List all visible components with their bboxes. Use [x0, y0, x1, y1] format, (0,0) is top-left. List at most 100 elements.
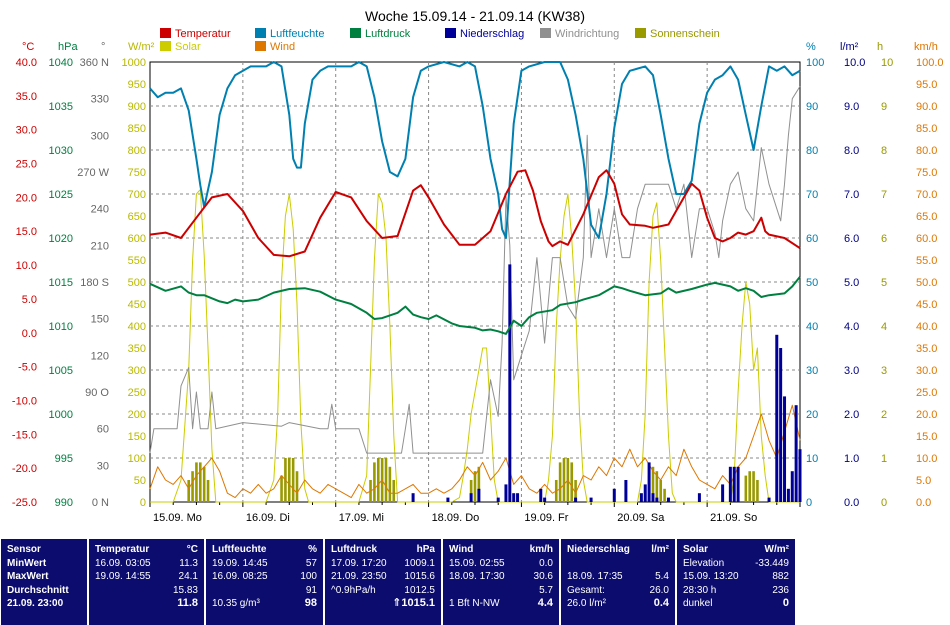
stats-column-rain: Niederschlag l/m² 18.09. 17:35 5.4 Gesamt: 26…: [561, 539, 675, 625]
bar-niederschlag: [624, 480, 628, 502]
axis-tick-label: 25.0: [16, 159, 37, 171]
axis-tick-label: 0: [881, 497, 887, 509]
stats-cell-left: Gesamt:: [567, 584, 605, 596]
axis-tick-label: 100.0: [916, 57, 944, 69]
axis-unit-label: °C: [22, 41, 34, 53]
stats-column-wind: Wind km/h 15.09. 02:55 0.0 18.09. 17:30 30.6 5…: [443, 539, 559, 625]
bar-niederschlag: [728, 466, 732, 502]
bar-sonnenschein: [558, 462, 562, 502]
stats-cell-left: Luftfeuchte: [212, 544, 267, 555]
bar-niederschlag: [666, 497, 670, 502]
legend-swatch: [635, 28, 646, 38]
stats-column-press: Luftdruck hPa 17.09. 17:20 1009.1 21.09. 23:…: [325, 539, 441, 625]
axis-tick-label: 20.0: [916, 409, 937, 421]
bar-sonnenschein: [198, 462, 202, 502]
axis-tick-label: 7.0: [844, 189, 859, 201]
stats-row: 91: [212, 584, 317, 598]
bar-sonnenschein: [752, 471, 755, 502]
legend-label: Wind: [270, 41, 295, 53]
stats-cell-left: Wind: [449, 544, 474, 555]
stats-cell-left: 16.09. 03:05: [95, 557, 151, 569]
stats-cell-left: 18.09. 17:30: [449, 571, 505, 582]
bar-sonnenschein: [295, 471, 299, 502]
line-solar: [150, 189, 800, 503]
axis-tick-label: 0 N: [92, 497, 109, 509]
axis-tick-label: 1000: [122, 57, 146, 69]
axis-tick-label: 0: [140, 497, 146, 509]
stats-cell-right: 15.83: [172, 584, 198, 596]
axis-tick-label: 30: [806, 365, 818, 377]
axis-tick-label: 90: [806, 101, 818, 113]
stats-table: Sensor MinWert MaxWert Durchschnitt 21.09. 2…: [0, 539, 950, 625]
axis-tick-label: 800: [128, 145, 146, 157]
stats-cell-right: 0.4: [653, 597, 669, 609]
weather-chart: Woche 15.09.14 - 21.09.14 (KW38) Tempera…: [12, 8, 944, 524]
bar-niederschlag: [775, 334, 779, 502]
bar-niederschlag: [539, 488, 543, 502]
bar-sonnenschein: [748, 471, 752, 502]
x-axis-day-label: 16.09. Di: [246, 512, 290, 524]
axis-tick-label: 7: [881, 189, 887, 201]
axis-tick-label: 350: [128, 343, 146, 355]
bar-sonnenschein: [659, 480, 663, 502]
axis-tick-label: 6: [881, 233, 887, 245]
stats-row: 19.09. 14:55 24.1: [95, 570, 198, 584]
stats-cell-right: 1009.1: [404, 557, 435, 569]
bar-sonnenschein: [473, 471, 477, 502]
stats-cell-left: 26.0 l/m²: [567, 598, 606, 609]
series-temperatur: [149, 169, 801, 258]
axis-tick-label: 9.0: [844, 101, 859, 113]
stats-column-solar: Solar W/m² Elevation -33.449 15.09. 13:20 882…: [677, 539, 795, 625]
stats-row: dunkel 0: [683, 597, 789, 611]
stats-row: 21.09. 23:00: [7, 597, 81, 611]
stats-cell-left: 21.09. 23:50: [331, 571, 387, 582]
series-layer: [149, 61, 802, 503]
stats-cell-right: 236: [772, 584, 789, 596]
axis-tick-label: 995: [55, 453, 73, 465]
stats-cell-left: Sensor: [7, 544, 41, 555]
axis-tick-label: 150: [91, 314, 109, 326]
bar-niederschlag: [647, 462, 651, 502]
bar-sonnenschein: [202, 466, 206, 502]
axis-tick-label: 10: [881, 57, 893, 69]
axis-tick-label: 50: [134, 475, 146, 487]
axis-tick-label: 5.0: [844, 277, 859, 289]
axis-tick-label: 400: [128, 321, 146, 333]
line-luftdruck: [149, 276, 801, 335]
axis-tick-label: 750: [128, 167, 146, 179]
axis-tick-label: 40: [806, 321, 818, 333]
bar-sonnenschein: [469, 480, 473, 502]
bar-niederschlag: [651, 493, 655, 502]
stats-cell-left: Niederschlag: [567, 544, 630, 555]
axis-tick-label: 4: [881, 321, 887, 333]
x-axis-day-label: 17.09. Mi: [339, 512, 384, 524]
stats-cell-right: 0.0: [539, 557, 553, 569]
stats-row: 11.8: [95, 597, 198, 611]
bar-niederschlag: [697, 493, 701, 502]
axis-unit-label: l/m²: [840, 41, 859, 53]
axis-tick-label: -15.0: [12, 429, 37, 441]
stats-row: 5.7: [449, 584, 553, 598]
series-solar: [150, 189, 800, 503]
axis-unit-label: %: [806, 41, 816, 53]
bar-niederschlag: [779, 348, 783, 502]
stats-cell-right: 26.0: [649, 584, 669, 596]
bar-niederschlag: [574, 497, 578, 502]
axis-tick-label: 15.0: [916, 431, 937, 443]
axis-tick-label: 0.0: [22, 328, 37, 340]
axis-tick-label: 8: [881, 145, 887, 157]
axis-tick-label: 950: [128, 79, 146, 91]
stats-cell-left: Durchschnitt: [7, 584, 69, 596]
axis-tick-label: 3.0: [844, 365, 859, 377]
bar-sonnenschein: [195, 462, 198, 502]
legend-swatch: [255, 41, 266, 51]
bar-niederschlag: [589, 497, 593, 502]
stats-cell-right: 11.3: [179, 557, 198, 569]
bar-sonnenschein: [655, 471, 659, 502]
stats-cell-left: 19.09. 14:45: [212, 557, 268, 569]
stats-cell-right: 11.8: [177, 597, 198, 609]
axis-tick-label: 500: [128, 277, 146, 289]
bar-niederschlag: [794, 405, 798, 502]
axis-tick-label: 30: [97, 460, 109, 472]
axis-tick-label: 3: [881, 365, 887, 377]
